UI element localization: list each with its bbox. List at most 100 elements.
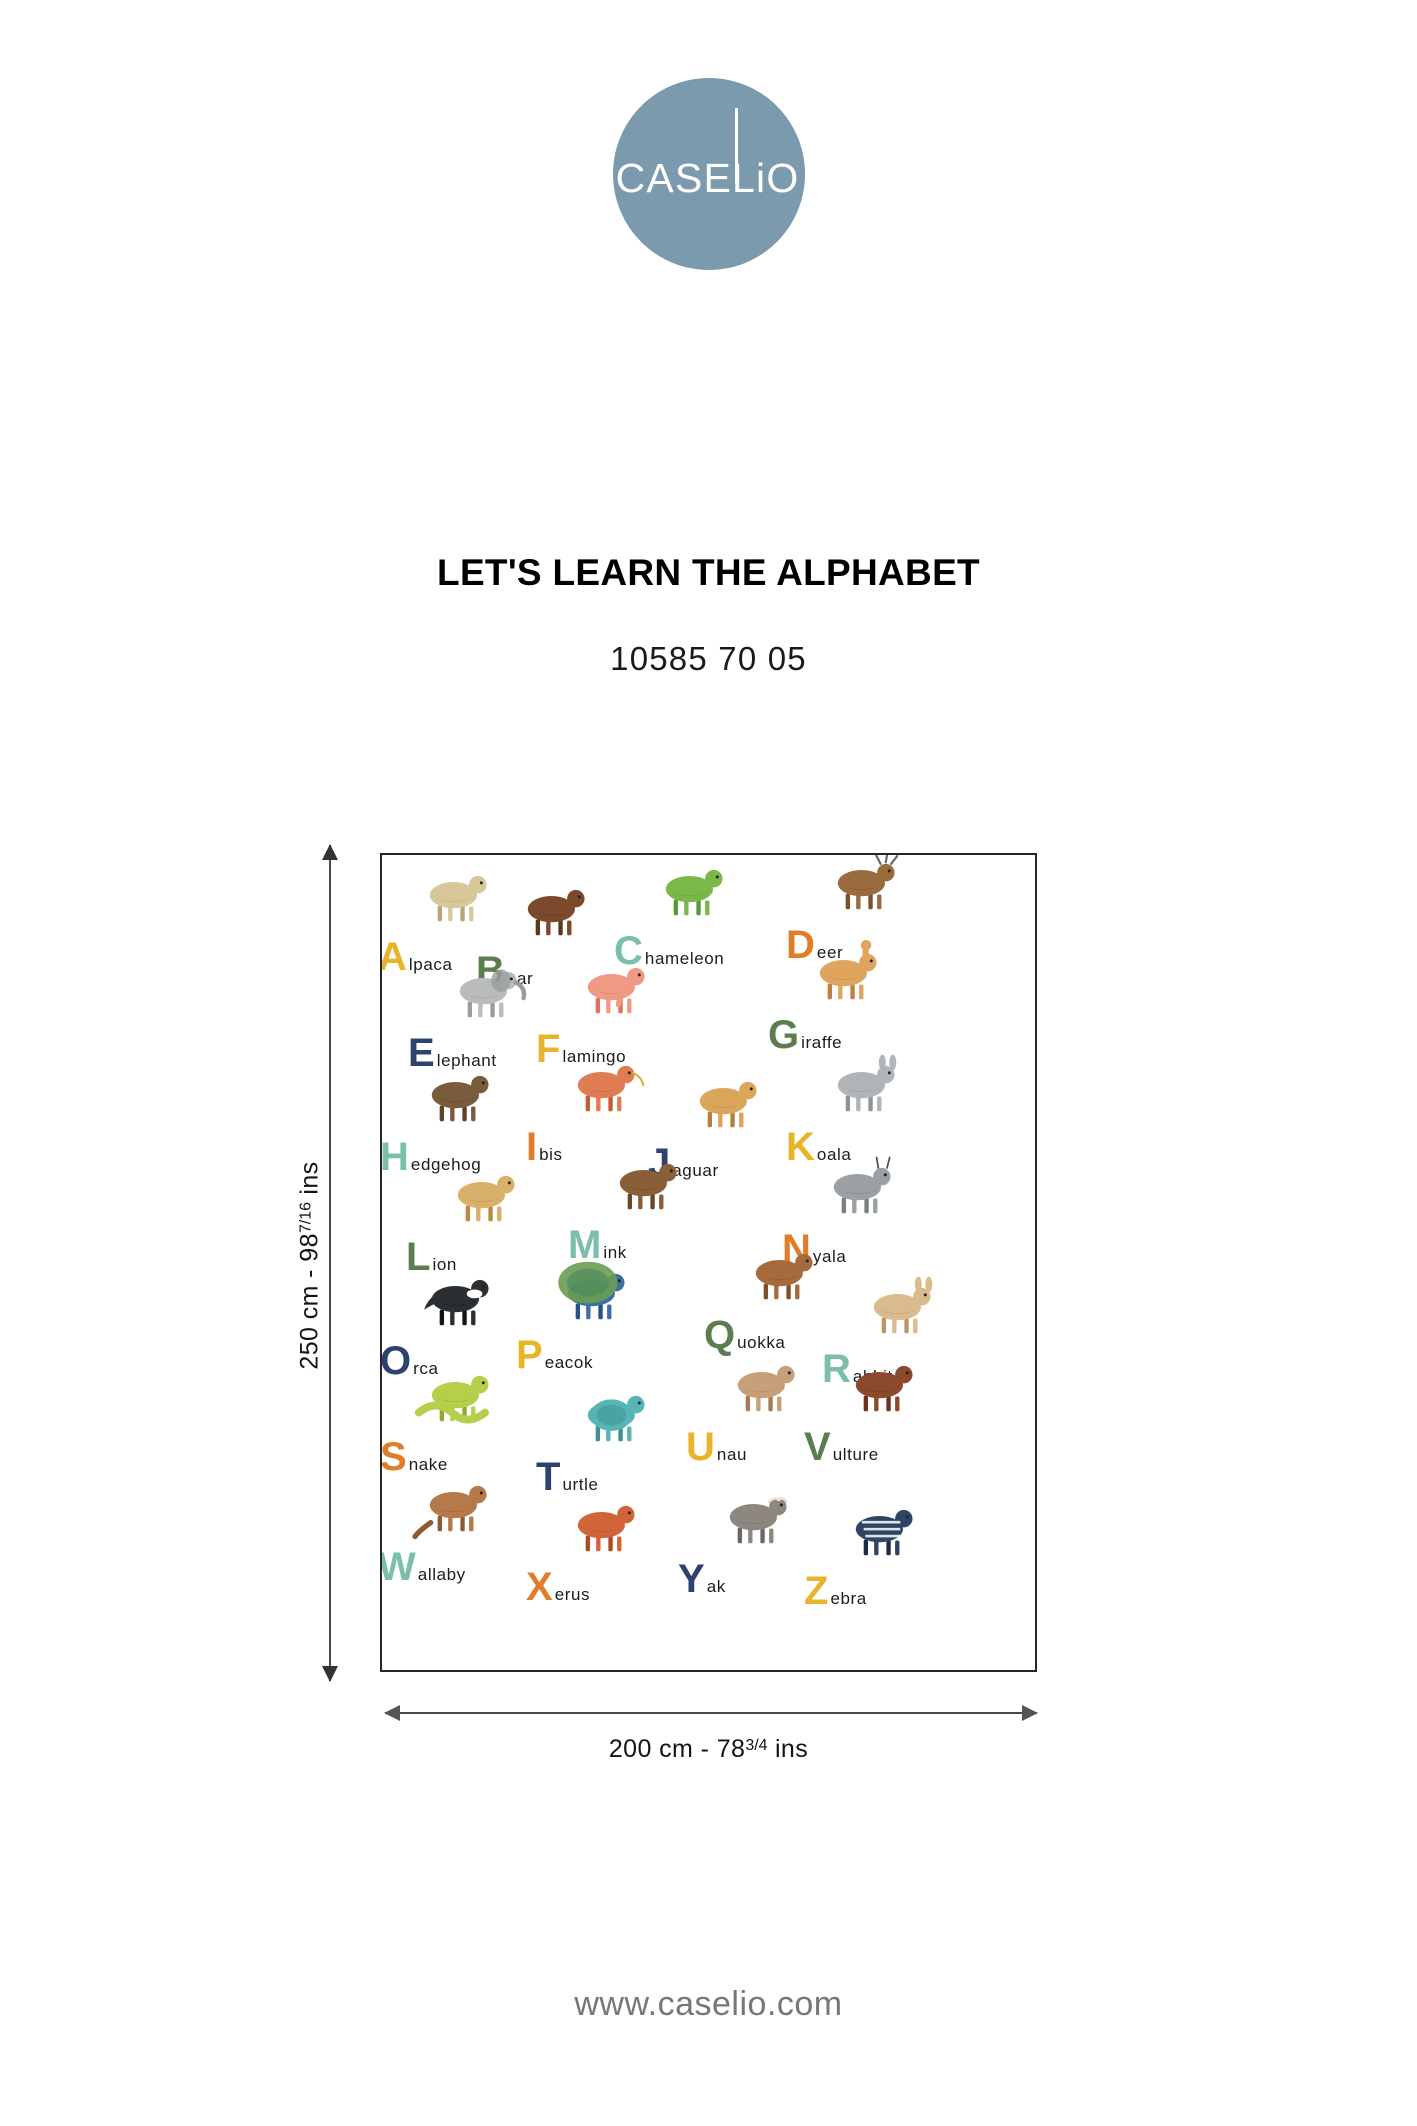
zebra-illustration [834,1491,930,1569]
letter-glyph-v: V [804,1425,831,1469]
flamingo-illustration [566,949,662,1027]
word-remainder-s: nake [408,1455,448,1474]
word-remainder-o: rca [413,1359,439,1378]
letter-glyph-i: I [526,1125,538,1169]
word-remainder-y: ak [706,1577,726,1596]
snake-illustration [410,1357,506,1435]
word-remainder-g: iraffe [801,1033,843,1052]
rabbit-illustration [852,1269,948,1347]
word-remainder-m: ink [603,1243,627,1262]
page-title: LET'S LEARN THE ALPHABET [437,552,980,593]
word-remainder-x: erus [554,1585,591,1604]
letter-glyph-d: D [786,923,815,967]
elephant-illustration [438,953,534,1031]
letter-glyph-h: H [382,1135,409,1179]
height-dimension-arrow [322,844,338,1682]
height-separator: - [295,1268,324,1278]
letter-glyph-c: C [614,929,643,973]
peacock-illustration [546,1255,642,1333]
alpaca-illustration [408,857,504,935]
letter-glyph-q: Q [704,1313,736,1357]
mink-illustration [598,1145,694,1223]
deer-illustration [816,855,912,923]
word-remainder-d: eer [816,943,844,962]
width-dimension-arrow [384,1705,1038,1721]
word-remainder-c: hameleon [644,949,725,968]
letter-glyph-p: P [516,1333,543,1377]
width-ins-unit: ins [774,1735,809,1763]
giraffe-illustration [798,935,894,1013]
height-ins-fraction: 7/16 [297,1201,315,1233]
letter-glyph-z: Z [804,1569,829,1613]
wallaby-illustration [408,1467,504,1545]
width-ins-whole: 78 [716,1735,746,1763]
footer-website-url[interactable]: www.caselio.com [574,1985,843,2023]
vulture-illustration [834,1347,930,1425]
word-remainder-w: allaby [417,1565,466,1584]
product-reference: 10585 70 05 [610,640,807,677]
ibis-illustration [556,1047,652,1125]
letter-glyph-g: G [768,1013,800,1057]
yak-illustration [708,1479,804,1557]
word-remainder-e: lephant [436,1051,497,1070]
word-remainder-i: bis [539,1145,563,1164]
letter-glyph-k: K [786,1125,815,1169]
logo-wordmark: CASELiO [615,154,800,201]
height-ins-unit: ins [295,1160,324,1195]
chameleon-illustration [644,855,740,929]
jaguar-illustration [678,1063,774,1141]
orca-illustration [410,1261,506,1339]
letter-glyph-r: R [822,1347,851,1391]
width-cm-value: 200 cm [608,1735,694,1763]
word-remainder-a: lpaca [408,955,453,974]
word-remainder-j: aguar [672,1161,719,1180]
lion-illustration [436,1157,532,1235]
width-ins-fraction: 3/4 [745,1736,768,1754]
letter-glyph-e: E [408,1031,435,1075]
word-remainder-v: ulture [832,1445,879,1464]
nyala-illustration [812,1149,908,1227]
unau-sloth-illustration [716,1347,812,1425]
width-dimension-label: 200 cm - 783/4 ins [380,1735,1037,1764]
height-cm-value: 250 cm [295,1284,324,1370]
letter-glyph-s: S [382,1435,407,1479]
word-remainder-u: nau [716,1445,748,1464]
word-remainder-z: ebra [830,1589,867,1608]
hedgehog-illustration [410,1057,506,1135]
letter-glyph-w: W [382,1545,416,1589]
